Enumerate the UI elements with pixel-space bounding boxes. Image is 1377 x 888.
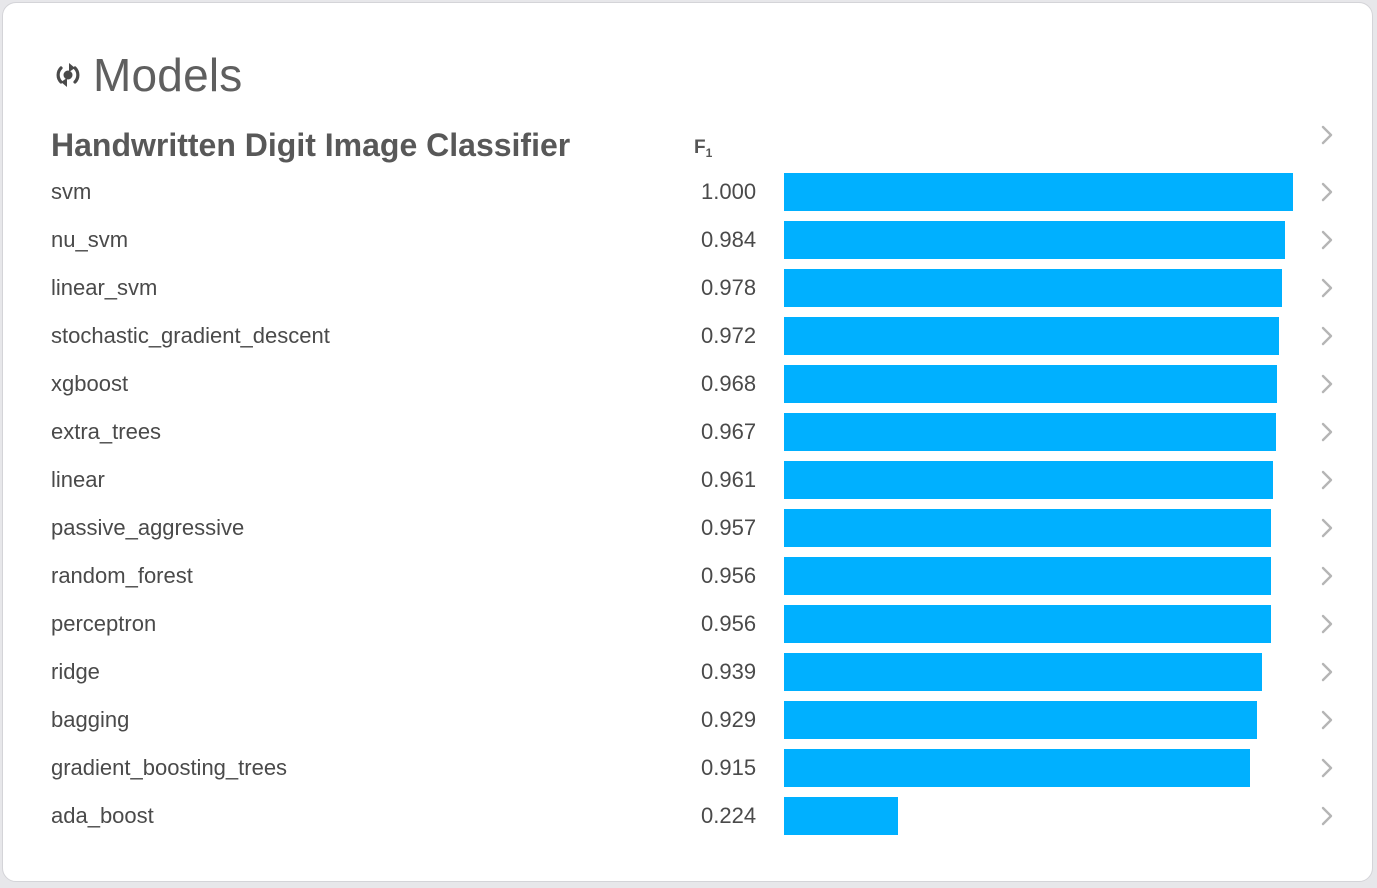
chevron-right-icon[interactable] (1317, 276, 1337, 300)
model-score: 0.968 (701, 371, 757, 396)
score-bar (784, 605, 1271, 643)
score-bar (784, 749, 1250, 787)
chevron-right-icon[interactable] (1317, 372, 1337, 396)
section-chevron-right-icon[interactable] (1317, 123, 1337, 147)
model-score: 0.956 (701, 563, 757, 588)
model-name: stochastic_gradient_descent (51, 323, 330, 348)
chevron-right-icon[interactable] (1317, 468, 1337, 492)
model-row-perceptron[interactable]: perceptron 0.956 (3, 600, 1374, 648)
model-row-linear-svm[interactable]: linear_svm 0.978 (3, 264, 1374, 312)
model-name: ridge (51, 659, 100, 684)
score-bar (784, 317, 1279, 355)
score-bar (784, 557, 1271, 595)
model-score: 0.972 (701, 323, 757, 348)
model-cycle-icon (51, 58, 85, 92)
score-bar (784, 701, 1257, 739)
model-name: linear_svm (51, 275, 158, 300)
score-bar (784, 461, 1274, 499)
chevron-right-icon[interactable] (1317, 228, 1337, 252)
model-row-gradient-boosting-trees[interactable]: gradient_boosting_trees 0.915 (3, 744, 1374, 792)
score-bar (784, 653, 1262, 691)
model-row-passive-aggressive[interactable]: passive_aggressive 0.957 (3, 504, 1374, 552)
model-score: 0.961 (701, 467, 757, 492)
model-row-extra-trees[interactable]: extra_trees 0.967 (3, 408, 1374, 456)
model-name: perceptron (51, 611, 157, 636)
model-score: 0.956 (701, 611, 757, 636)
chevron-right-icon[interactable] (1317, 516, 1337, 540)
model-name: bagging (51, 707, 130, 732)
model-score: 0.224 (701, 803, 757, 828)
chevron-right-icon[interactable] (1317, 756, 1337, 780)
model-row-svm[interactable]: svm 1.000 (3, 168, 1374, 216)
chevron-right-icon[interactable] (1317, 660, 1337, 684)
model-row-linear[interactable]: linear 0.961 (3, 456, 1374, 504)
model-name: random_forest (51, 563, 193, 588)
models-header: Models (51, 47, 243, 103)
score-bar (784, 365, 1277, 403)
chevron-right-icon[interactable] (1317, 708, 1337, 732)
chevron-right-icon[interactable] (1317, 612, 1337, 636)
chevron-right-icon[interactable] (1317, 324, 1337, 348)
model-name: nu_svm (51, 227, 129, 252)
chevron-right-icon[interactable] (1317, 804, 1337, 828)
model-name: ada_boost (51, 803, 154, 828)
model-name: xgboost (51, 371, 129, 396)
model-name: passive_aggressive (51, 515, 245, 540)
score-bar (784, 173, 1293, 211)
model-name: linear (51, 467, 105, 492)
model-row-bagging[interactable]: bagging 0.929 (3, 696, 1374, 744)
page-title: Models (93, 49, 243, 101)
model-row-random-forest[interactable]: random_forest 0.956 (3, 552, 1374, 600)
model-row-stochastic-gradient-descent[interactable]: stochastic_gradient_descent 0.972 (3, 312, 1374, 360)
metric-subscript: 1 (705, 146, 713, 160)
model-name: gradient_boosting_trees (51, 755, 288, 780)
model-row-xgboost[interactable]: xgboost 0.968 (3, 360, 1374, 408)
metric-label: F (694, 137, 706, 158)
score-bar (784, 221, 1285, 259)
chevron-right-icon[interactable] (1317, 564, 1337, 588)
model-score: 0.957 (701, 515, 757, 540)
model-score: 1.000 (701, 179, 757, 204)
model-score: 0.978 (701, 275, 757, 300)
model-score: 0.984 (701, 227, 757, 252)
model-score: 0.915 (701, 755, 757, 780)
model-score: 0.967 (701, 419, 757, 444)
model-row-ridge[interactable]: ridge 0.939 (3, 648, 1374, 696)
score-bar (784, 269, 1282, 307)
score-bar (784, 797, 899, 835)
score-bar (784, 509, 1272, 547)
chevron-right-icon[interactable] (1317, 420, 1337, 444)
section-title: Handwritten Digit Image Classifier (51, 127, 571, 163)
model-name: svm (51, 179, 92, 204)
model-name: extra_trees (51, 419, 162, 444)
model-row-ada-boost[interactable]: ada_boost 0.224 (3, 792, 1374, 840)
metric-column-header: F1 (694, 137, 712, 160)
chevron-right-icon[interactable] (1317, 180, 1337, 204)
model-score: 0.939 (701, 659, 757, 684)
score-bar (784, 413, 1277, 451)
model-score: 0.929 (701, 707, 757, 732)
model-row-nu-svm[interactable]: nu_svm 0.984 (3, 216, 1374, 264)
